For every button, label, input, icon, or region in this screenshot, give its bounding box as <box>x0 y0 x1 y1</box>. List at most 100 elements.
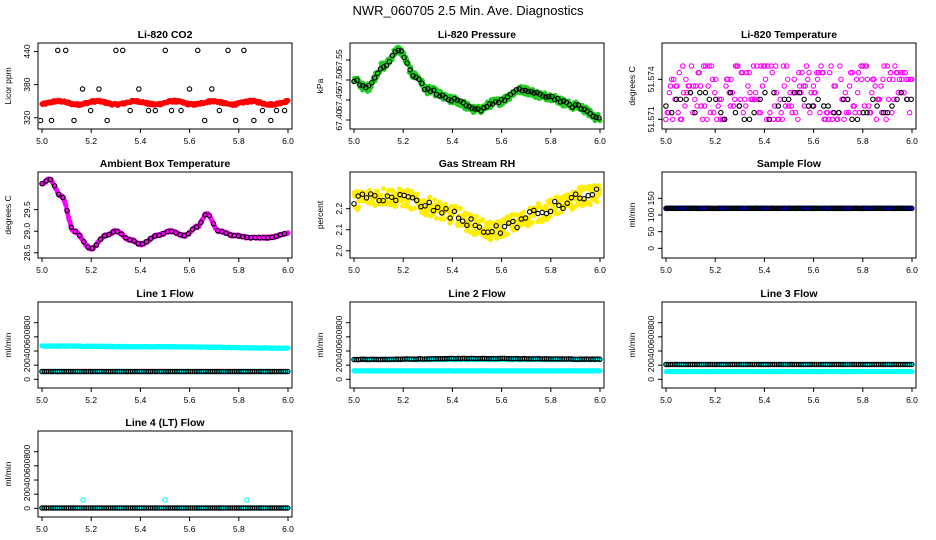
data-point <box>380 197 387 204</box>
data-point <box>93 242 100 248</box>
data-point <box>727 89 734 96</box>
data-point <box>454 97 461 103</box>
data-point <box>436 199 443 205</box>
data-point <box>854 116 861 123</box>
data-point <box>380 64 387 70</box>
x-tick-label: 5.0 <box>660 265 672 275</box>
data-point <box>430 87 437 93</box>
data-point <box>493 223 499 229</box>
data-point <box>727 103 734 109</box>
data-point <box>76 232 83 239</box>
data-point <box>828 63 834 69</box>
y-tick-label: 0 <box>646 246 656 251</box>
data-point <box>688 63 695 69</box>
data-point <box>674 83 680 89</box>
x-tick-label: 5.0 <box>348 136 360 146</box>
data-point <box>884 63 891 69</box>
data-point <box>757 96 763 103</box>
data-point <box>497 230 504 236</box>
data-point <box>870 96 876 103</box>
data-point <box>668 109 675 116</box>
data-point <box>55 47 61 54</box>
data-point <box>145 107 152 114</box>
data-point <box>698 103 705 109</box>
data-point <box>680 89 687 96</box>
y-tick-label: 150 <box>646 191 656 205</box>
plot-area <box>663 361 915 375</box>
data-point <box>832 83 839 89</box>
data-point <box>705 83 711 89</box>
y-tick-label: 200 <box>22 358 32 372</box>
data-point <box>178 107 184 114</box>
x-tick-label: 5.8 <box>857 136 869 146</box>
data-point <box>433 215 439 221</box>
data-point <box>677 96 684 103</box>
data-point <box>434 204 441 211</box>
data-point <box>805 103 812 109</box>
data-point <box>534 90 540 96</box>
data-point <box>372 202 378 209</box>
data-point <box>198 219 204 226</box>
data-point <box>741 116 748 123</box>
data-point <box>268 117 274 124</box>
data-point <box>843 109 850 116</box>
data-point <box>51 183 58 189</box>
data-point <box>472 106 478 112</box>
data-point <box>194 47 201 54</box>
y-tick-label: 67.45 <box>334 89 344 111</box>
x-tick-label: 5.4 <box>134 265 146 275</box>
data-point <box>778 109 784 116</box>
data-point <box>725 76 731 83</box>
data-point <box>189 226 196 233</box>
data-point <box>814 76 821 83</box>
data-point <box>543 210 550 217</box>
data-point <box>501 97 508 104</box>
series-line2-low <box>351 368 603 374</box>
data-point <box>799 69 805 76</box>
x-tick-label: 5.2 <box>397 395 409 405</box>
data-point <box>484 103 490 110</box>
y-tick-label: 0 <box>646 377 656 382</box>
data-point <box>572 102 579 108</box>
plot-area <box>39 176 291 252</box>
data-point <box>143 238 150 245</box>
data-point <box>795 116 801 123</box>
data-point <box>884 109 891 116</box>
data-point <box>557 99 564 105</box>
data-point <box>510 218 516 225</box>
y-tick-label: 51.571 <box>646 106 656 132</box>
data-point <box>351 78 357 85</box>
data-point <box>902 69 909 76</box>
data-point <box>704 116 710 123</box>
plot-frame <box>37 301 293 389</box>
y-axis-label: degrees C <box>627 66 637 105</box>
data-point <box>451 208 458 215</box>
data-point <box>784 76 791 83</box>
data-point <box>684 89 690 96</box>
data-point <box>122 234 129 241</box>
series-ambient-avg <box>39 176 288 252</box>
data-point <box>411 205 417 211</box>
x-tick-label: 5.6 <box>496 395 508 405</box>
data-point <box>812 89 818 96</box>
data-point <box>414 191 420 197</box>
data-point <box>587 110 593 117</box>
data-point <box>443 201 449 207</box>
x-tick-label: 5.4 <box>446 265 458 275</box>
data-point <box>501 223 508 230</box>
y-tick-label: 400 <box>334 344 344 358</box>
data-point <box>872 83 878 89</box>
x-tick-label: 5.8 <box>545 265 557 275</box>
data-point <box>492 99 499 105</box>
data-point <box>457 205 463 212</box>
data-point <box>139 241 146 247</box>
data-point <box>549 93 555 100</box>
panel-title: Li-820 Pressure <box>438 29 516 41</box>
data-point <box>489 228 495 235</box>
data-point <box>447 215 453 221</box>
data-point <box>407 67 413 73</box>
x-tick-label: 6.0 <box>594 395 606 405</box>
series-rh-avg <box>351 186 600 236</box>
